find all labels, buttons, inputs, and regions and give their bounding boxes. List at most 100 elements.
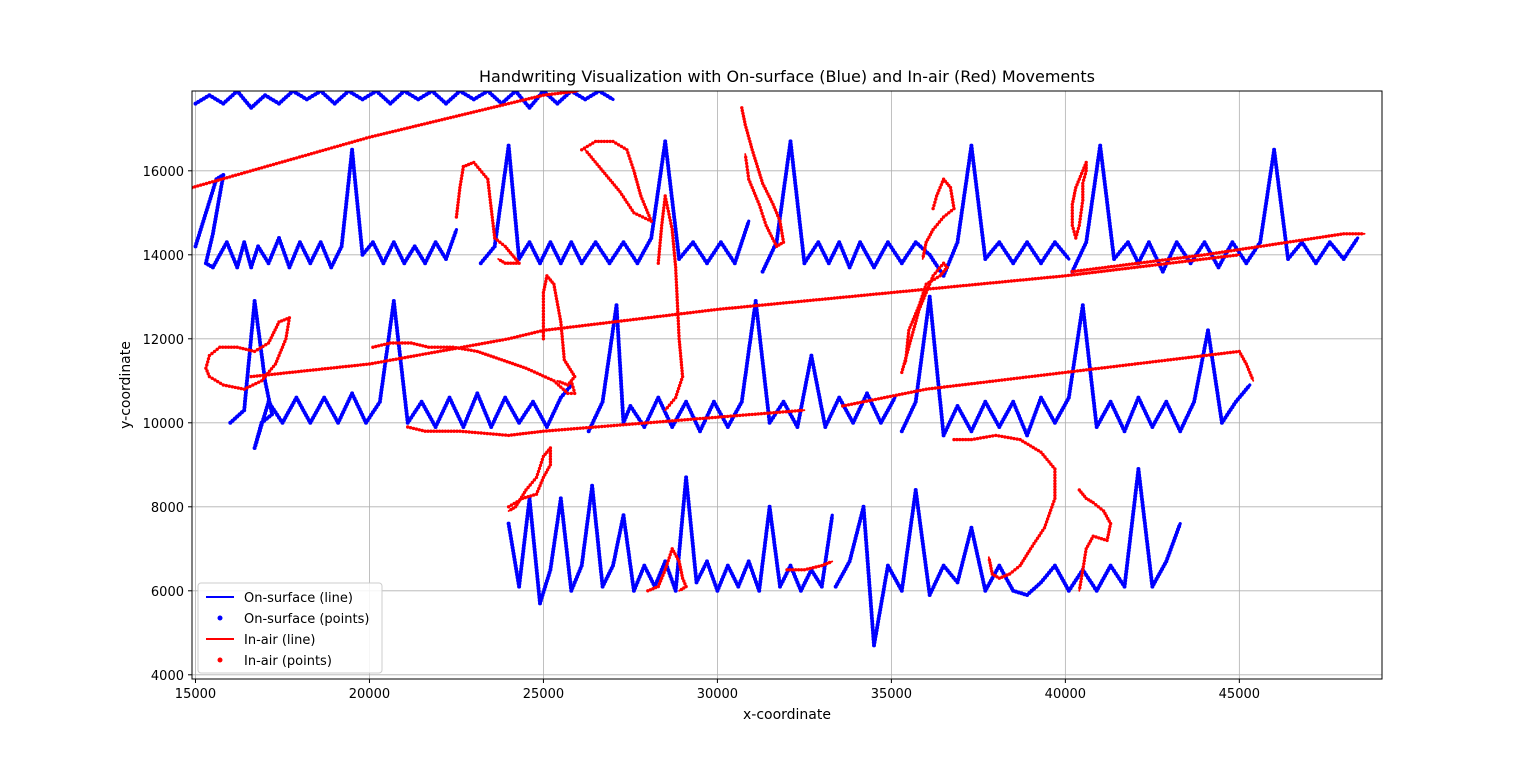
on-surface-point	[1147, 557, 1152, 562]
in-air-point	[554, 428, 558, 432]
on-surface-point	[1093, 410, 1097, 415]
in-air-point	[483, 107, 488, 111]
in-air-point	[754, 159, 758, 163]
on-surface-point	[981, 245, 986, 250]
on-surface-point	[1145, 545, 1150, 550]
on-surface-point	[783, 175, 788, 179]
in-air-point	[1126, 266, 1131, 270]
on-surface-point	[1281, 218, 1286, 223]
on-surface-point	[617, 354, 622, 359]
in-air-point	[679, 360, 683, 364]
on-surface-point	[918, 524, 923, 528]
on-surface-point	[597, 552, 602, 556]
in-air-point	[1033, 277, 1038, 281]
on-surface-point	[628, 561, 633, 566]
on-surface-point	[934, 361, 939, 366]
in-air-point	[308, 368, 312, 372]
on-surface-point	[744, 367, 749, 372]
in-air-point	[779, 228, 784, 232]
on-surface-point	[765, 405, 770, 410]
in-air-point	[538, 329, 543, 333]
in-air-point	[619, 144, 624, 149]
in-air-points-5	[1070, 160, 1088, 240]
in-air-point	[201, 182, 206, 186]
on-surface-point	[918, 360, 923, 365]
on-surface-point	[249, 328, 254, 333]
in-air-point	[251, 383, 255, 387]
on-surface-point	[535, 580, 540, 585]
in-air-point	[535, 330, 540, 334]
on-surface-point	[617, 351, 622, 356]
in-air-point	[1165, 261, 1170, 266]
on-surface-point	[678, 541, 683, 546]
on-surface-point	[1132, 497, 1137, 502]
in-air-point	[448, 345, 452, 349]
on-surface-point	[674, 232, 679, 237]
on-surface-point	[818, 398, 823, 403]
in-air-point	[286, 158, 290, 162]
in-air-point	[1159, 262, 1164, 266]
on-surface-point	[933, 349, 938, 353]
on-surface-point	[402, 394, 407, 399]
in-air-point	[659, 232, 663, 236]
in-air-point	[676, 418, 681, 422]
on-surface-point	[595, 537, 600, 542]
on-surface-point	[520, 552, 525, 557]
on-surface-point	[401, 382, 406, 387]
on-surface-point	[605, 364, 610, 369]
in-air-point	[882, 395, 887, 400]
in-air-point	[541, 429, 546, 433]
on-surface-point	[867, 586, 872, 591]
in-air-point	[675, 292, 679, 296]
in-air-point	[538, 94, 543, 98]
in-air-point	[233, 173, 238, 177]
on-surface-point	[758, 337, 763, 342]
in-air-point	[599, 139, 604, 144]
on-surface-point	[534, 565, 539, 570]
in-air-point	[949, 191, 954, 196]
on-surface-point	[257, 337, 262, 342]
in-air-point	[1265, 243, 1269, 248]
in-air-point	[674, 283, 679, 287]
on-surface-point	[793, 184, 798, 188]
in-air-point	[285, 331, 289, 335]
in-air-point	[456, 200, 460, 204]
in-air-point	[518, 334, 522, 338]
on-surface-point	[247, 352, 252, 357]
in-air-point	[1348, 232, 1352, 236]
on-surface-point	[921, 342, 926, 347]
on-surface-point	[1031, 416, 1036, 420]
in-air-point	[1195, 258, 1200, 262]
on-surface-point	[883, 578, 888, 583]
in-air-point	[488, 195, 492, 199]
on-surface-point	[246, 361, 251, 365]
in-air-point	[904, 350, 909, 354]
on-surface-point	[243, 390, 248, 395]
on-surface-point	[397, 346, 402, 351]
in-air-point	[1063, 274, 1068, 278]
in-air-point	[640, 316, 645, 321]
on-surface-point	[210, 234, 215, 239]
on-surface-point	[249, 334, 254, 339]
on-surface-point	[615, 327, 620, 332]
on-surface-point	[693, 574, 698, 579]
on-surface-point	[1107, 221, 1112, 226]
on-surface-point	[790, 157, 795, 162]
in-air-point	[903, 359, 908, 363]
in-air-point	[225, 176, 229, 180]
in-air-point	[341, 365, 345, 369]
on-surface-point	[629, 567, 633, 572]
on-surface-point	[357, 222, 362, 227]
on-surface-point	[761, 370, 766, 375]
in-air-point	[199, 183, 203, 187]
on-surface-point	[1086, 356, 1091, 361]
in-air-point	[1109, 264, 1114, 269]
on-surface-point	[931, 337, 936, 341]
in-air-point	[543, 282, 547, 286]
in-air-point	[796, 409, 800, 413]
on-surface-point	[824, 554, 829, 559]
in-air-point	[1018, 278, 1023, 282]
in-air-point	[643, 205, 648, 209]
in-air-point	[1303, 237, 1307, 242]
in-air-point	[658, 241, 662, 245]
